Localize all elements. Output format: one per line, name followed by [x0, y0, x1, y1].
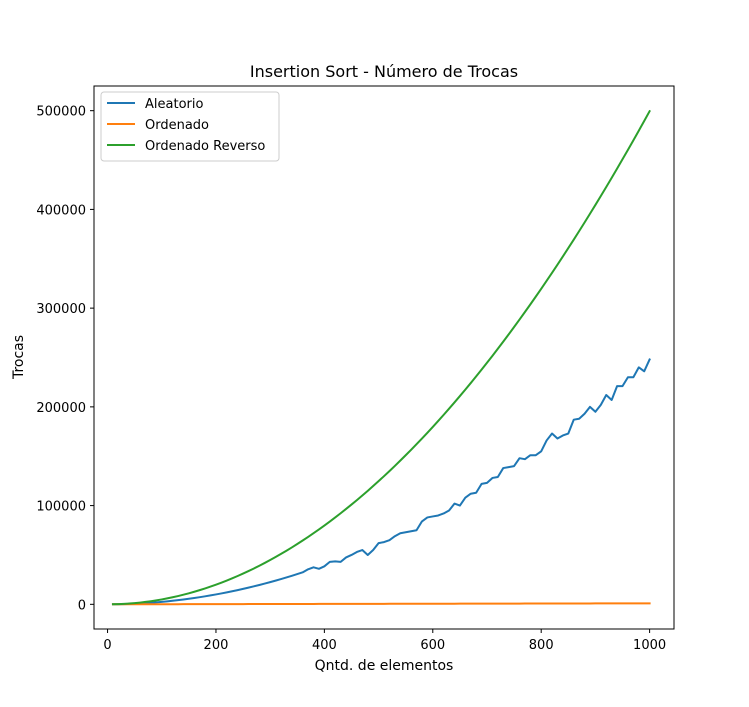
- y-tick-label: 300000: [36, 302, 86, 317]
- y-tick-label: 0: [78, 598, 86, 613]
- series-line-ordenado: [111, 602, 651, 606]
- x-tick-label: 800: [529, 638, 554, 653]
- y-axis: 0 100000 200000 300000 400000 500000: [36, 105, 94, 613]
- y-tick-label: 200000: [36, 401, 86, 416]
- y-axis-label: Trocas: [11, 335, 27, 380]
- series-line-aleatorio: [111, 358, 651, 606]
- y-tick-label: 100000: [36, 500, 86, 515]
- x-tick-label: 1000: [633, 638, 666, 653]
- x-axis-label: Qntd. de elementos: [315, 658, 454, 674]
- y-tick-label: 500000: [36, 105, 86, 120]
- x-tick-label: 600: [420, 638, 445, 653]
- legend-label: Ordenado: [145, 118, 209, 133]
- x-tick-label: 400: [312, 638, 337, 653]
- legend: Aleatorio Ordenado Ordenado Reverso: [100, 91, 280, 162]
- plot-frame: [93, 85, 675, 630]
- series-layer: [111, 109, 651, 606]
- legend-label: Aleatorio: [145, 97, 203, 112]
- x-axis: 0 200 400 600 800 1000: [103, 629, 666, 653]
- series-line-ordenado-reverso: [111, 109, 651, 606]
- x-tick-label: 200: [204, 638, 229, 653]
- legend-label: Ordenado Reverso: [145, 139, 265, 154]
- chart-title: Insertion Sort - Número de Trocas: [250, 62, 518, 81]
- y-tick-label: 400000: [36, 203, 86, 218]
- x-tick-label: 0: [103, 638, 111, 653]
- legend-box: [100, 91, 280, 162]
